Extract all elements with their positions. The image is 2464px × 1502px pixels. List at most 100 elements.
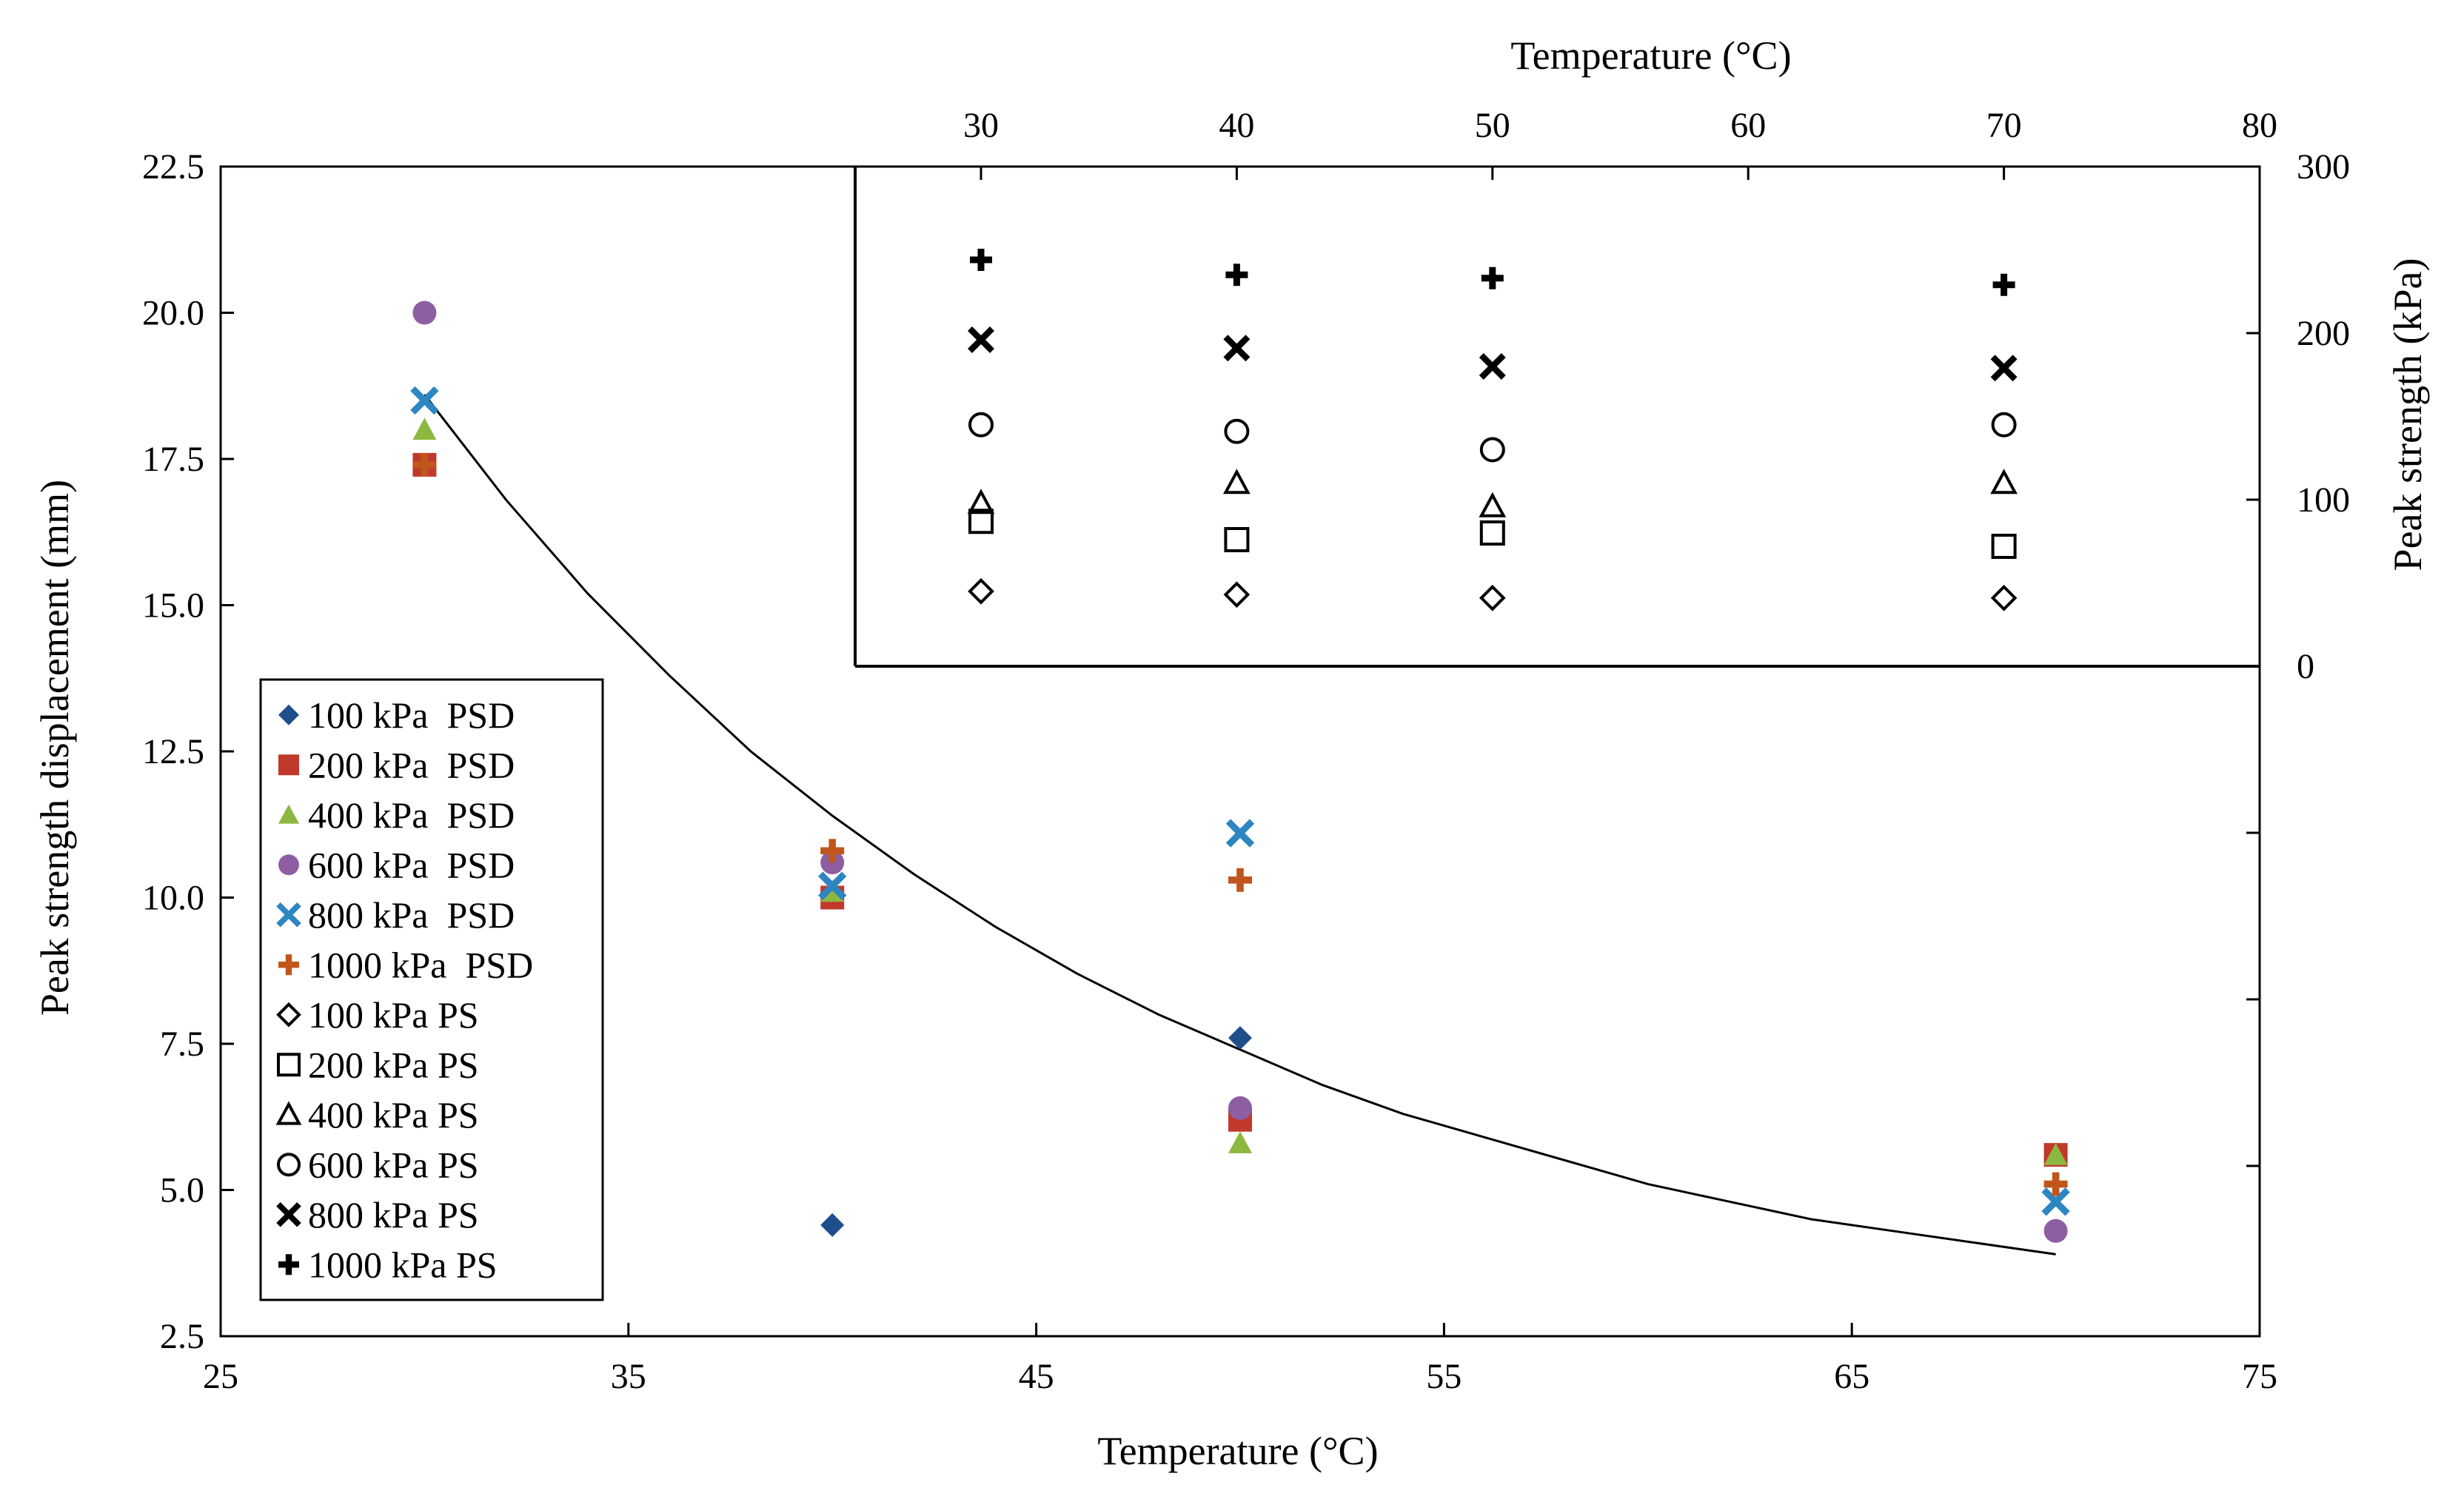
main-y-tick-label: 7.5: [160, 1025, 204, 1064]
legend-marker: [276, 1002, 301, 1027]
main-data-point: [1228, 1096, 1252, 1120]
legend-marker: [278, 854, 299, 876]
legend-marker: [278, 1254, 299, 1275]
main-y-tick-label: 12.5: [142, 732, 204, 771]
inset-data-point: [968, 577, 994, 605]
inset-y-tick-label: 0: [2297, 647, 2314, 686]
legend-label: 1000 kPa PSD: [308, 944, 533, 985]
main-y-tick-label: 22.5: [142, 147, 204, 187]
main-x-tick-label: 25: [203, 1357, 238, 1396]
legend-marker: [276, 902, 301, 928]
main-y-tick-label: 5.0: [160, 1171, 204, 1210]
inset-y-axis-title: Peak strength (kPa): [2386, 258, 2430, 571]
main-data-point: [2041, 1187, 2070, 1216]
legend-label: 600 kPa PS: [308, 1144, 479, 1185]
inset-data-point: [1224, 527, 1250, 552]
legend-marker: [276, 1201, 301, 1227]
inset-y-tick-label: 300: [2297, 147, 2350, 187]
main-series-0: [820, 1026, 1252, 1237]
main-y-tick-label: 20.0: [142, 294, 204, 333]
main-y-axis-title: Peak strength displacement (mm): [33, 480, 77, 1016]
main-data-point: [820, 839, 845, 863]
main-series-5: [412, 452, 2068, 1196]
inset-data-point: [1224, 418, 1250, 444]
main-data-point: [412, 452, 437, 477]
inset-data-point: [1992, 273, 2015, 296]
main-y-tick-label: 15.0: [142, 586, 204, 626]
main-x-axis-title: Temperature (°C): [1097, 1429, 1378, 1473]
main-data-point: [820, 1213, 845, 1237]
main-data-point: [410, 386, 439, 415]
inset-x-tick-label: 60: [1730, 106, 1766, 145]
inset-x-tick-label: 70: [1986, 106, 2022, 145]
inset-data-point: [967, 489, 995, 514]
inset-data-point: [968, 412, 994, 437]
main-data-point: [412, 418, 437, 440]
inset-series-2: [967, 469, 2018, 517]
inset-data-point: [1481, 266, 1504, 289]
legend-marker: [278, 704, 299, 725]
legend-label: 1000 kPa PS: [308, 1244, 498, 1285]
inset-y-tick-label: 100: [2297, 480, 2350, 520]
inset-data-point: [1991, 534, 2017, 559]
inset-data-point: [1990, 355, 2018, 382]
main-data-point: [1228, 868, 1252, 892]
main-data-point: [2043, 1143, 2068, 1165]
inset-series-0: [968, 577, 2018, 611]
legend-label: 800 kPa PS: [308, 1194, 479, 1236]
legend-label: 200 kPa PS: [308, 1044, 479, 1085]
inset-data-point: [1223, 581, 1251, 608]
inset-data-point: [968, 509, 994, 534]
main-data-point: [818, 871, 847, 900]
inset-x-axis-title: Temperature (°C): [1510, 33, 1791, 78]
inset-series-5: [970, 249, 2015, 296]
legend-marker: [278, 804, 299, 824]
main-x-tick-label: 45: [1019, 1357, 1054, 1396]
main-series-1: [412, 452, 2068, 1167]
main-data-point: [2043, 1172, 2068, 1196]
main-x-tick-label: 75: [2242, 1357, 2277, 1396]
inset-data-point: [1479, 492, 1507, 517]
inset-data-point: [1479, 584, 1506, 611]
inset-data-point: [968, 326, 994, 353]
legend-label: 400 kPa PS: [308, 1094, 479, 1136]
main-data-point: [1228, 1131, 1252, 1153]
main-data-point: [2043, 1218, 2068, 1243]
legend-label: 100 kPa PS: [308, 994, 479, 1036]
inset-data-point: [970, 249, 992, 271]
inset-x-tick-label: 40: [1219, 106, 1254, 145]
inset-data-point: [1990, 469, 2018, 494]
inset-data-point: [1225, 264, 1248, 286]
legend-marker: [278, 954, 299, 976]
legend-marker: [277, 1153, 301, 1177]
inset-series-3: [968, 412, 2017, 463]
main-data-point: [1225, 819, 1255, 848]
inset-data-point: [1223, 469, 1251, 494]
inset-series-1: [968, 509, 2017, 559]
inset-x-tick-label: 30: [963, 106, 999, 145]
inset-data-point: [1479, 437, 1505, 463]
main-data-point: [1228, 1026, 1252, 1050]
main-data-point: [412, 301, 437, 325]
legend-marker: [277, 1053, 301, 1077]
legend-label: 800 kPa PSD: [308, 894, 515, 936]
inset-data-point: [1479, 520, 1505, 546]
inset-data-point: [1990, 584, 2018, 611]
main-y-tick-label: 17.5: [142, 440, 204, 479]
inset-data-point: [1223, 335, 1251, 362]
main-y-tick-label: 10.0: [142, 879, 204, 918]
main-x-tick-label: 65: [1834, 1357, 1869, 1396]
inset-x-tick-label: 50: [1475, 106, 1510, 145]
legend: 100 kPa PSD 200 kPa PSD 400 kPa PSD 600 kPa…: [259, 678, 604, 1301]
main-series-4: [410, 386, 2070, 1216]
main-series-3: [412, 301, 2068, 1243]
legend-label: 600 kPa PSD: [308, 844, 515, 885]
inset-y-tick-label: 200: [2297, 314, 2350, 353]
legend-label: 200 kPa PSD: [308, 744, 515, 785]
legend-label: 100 kPa PSD: [308, 694, 515, 736]
inset-data-point: [1479, 353, 1506, 380]
legend-marker: [275, 1101, 302, 1125]
legend-label: 400 kPa PSD: [308, 794, 515, 836]
